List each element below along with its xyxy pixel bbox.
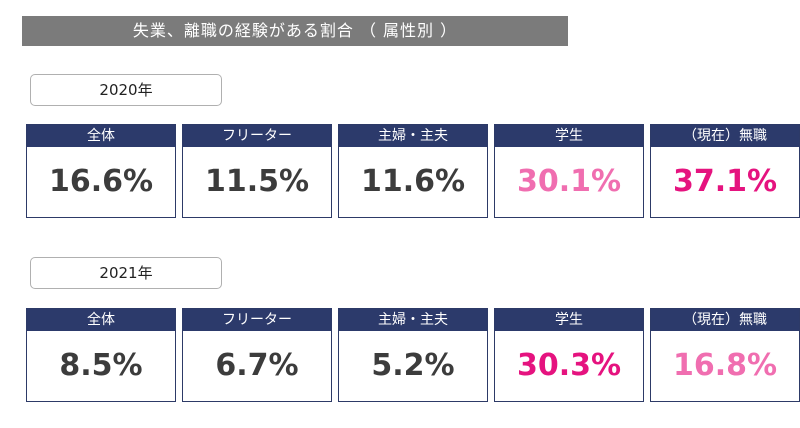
stat-card-value: 8.5%: [59, 348, 143, 383]
stat-card-value: 6.7%: [215, 348, 299, 383]
stat-card-label: 主婦・主夫: [339, 125, 487, 147]
stat-card-value: 16.6%: [48, 164, 154, 199]
stat-card-student: 学生 30.3%: [494, 308, 644, 402]
stat-card-label: （現在）無職: [651, 125, 799, 147]
stats-row-2021: 全体 8.5% フリーター 6.7% 主婦・主夫 5.2% 学生 30.3% （…: [26, 308, 800, 404]
stat-card-label: 学生: [495, 125, 643, 147]
page-title: 失業、離職の経験がある割合 （ 属性別 ）: [22, 16, 568, 46]
stat-card-overall: 全体 8.5%: [26, 308, 176, 402]
stat-card-value: 11.6%: [360, 164, 466, 199]
stat-card-value: 30.1%: [516, 164, 622, 199]
stat-card-freeter: フリーター 6.7%: [182, 308, 332, 402]
stat-card-label: フリーター: [183, 309, 331, 331]
stat-card-label: 学生: [495, 309, 643, 331]
stat-card-freeter: フリーター 11.5%: [182, 124, 332, 218]
stat-card-label: 全体: [27, 125, 175, 147]
stat-card-label: フリーター: [183, 125, 331, 147]
year-label-2020: 2020年: [30, 74, 222, 106]
stat-card-value: 30.3%: [516, 348, 622, 383]
stat-card-unemployed: （現在）無職 37.1%: [650, 124, 800, 218]
stat-card-value: 16.8%: [672, 348, 778, 383]
stat-card-label: （現在）無職: [651, 309, 799, 331]
year-label-2021: 2021年: [30, 257, 222, 289]
stat-card-homemaker: 主婦・主夫 11.6%: [338, 124, 488, 218]
stat-card-label: 主婦・主夫: [339, 309, 487, 331]
stat-card-student: 学生 30.1%: [494, 124, 644, 218]
stats-row-2020: 全体 16.6% フリーター 11.5% 主婦・主夫 11.6% 学生 30.1…: [26, 124, 800, 220]
stat-card-homemaker: 主婦・主夫 5.2%: [338, 308, 488, 402]
stat-card-value: 37.1%: [672, 164, 778, 199]
stat-card-label: 全体: [27, 309, 175, 331]
stat-card-unemployed: （現在）無職 16.8%: [650, 308, 800, 402]
stat-card-value: 5.2%: [371, 348, 455, 383]
stat-card-overall: 全体 16.6%: [26, 124, 176, 218]
stat-card-value: 11.5%: [204, 164, 310, 199]
